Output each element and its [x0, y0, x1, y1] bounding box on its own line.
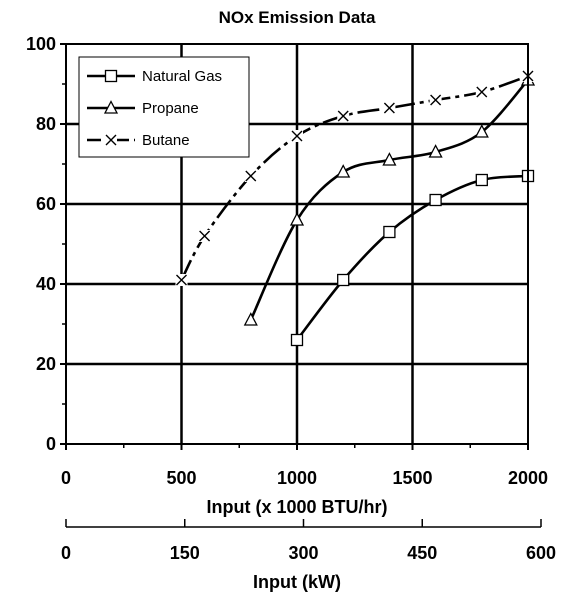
marker-cross — [176, 274, 187, 286]
secondary-tick-label: 600 — [526, 543, 556, 563]
data-point — [336, 164, 351, 178]
marker-cross — [199, 230, 211, 242]
secondary-tick-label: 0 — [61, 543, 71, 563]
data-point — [428, 144, 443, 158]
data-point — [243, 312, 258, 326]
marker-cross — [291, 130, 303, 142]
data-point — [429, 94, 442, 106]
data-point — [475, 86, 488, 98]
x-tick-label: 0 — [61, 468, 71, 488]
secondary-x-axis-label: Input (kW) — [253, 572, 341, 592]
y-tick-label: 60 — [36, 194, 56, 214]
data-point — [383, 225, 396, 239]
data-point — [291, 130, 303, 142]
chart-title: NOx Emission Data — [219, 8, 376, 27]
y-tick-label: 0 — [46, 434, 56, 454]
secondary-tick-label: 450 — [407, 543, 437, 563]
marker-cross — [245, 170, 257, 182]
data-point — [429, 193, 442, 207]
secondary-x-axis: 0 150 300 450 600 — [61, 519, 556, 563]
y-tick-label: 100 — [26, 34, 56, 54]
series-x — [175, 70, 534, 286]
y-tick-label: 40 — [36, 274, 56, 294]
data-point — [337, 110, 350, 122]
data-point — [290, 333, 304, 347]
marker-cross — [383, 102, 395, 114]
data-point — [289, 212, 305, 226]
x-tick-label: 500 — [166, 468, 196, 488]
data-point — [198, 230, 211, 242]
x-tick-label: 1500 — [392, 468, 432, 488]
marker-cross — [430, 94, 442, 106]
legend-marker — [104, 69, 118, 83]
legend-label: Natural Gas — [142, 68, 222, 85]
data-point — [337, 273, 350, 287]
x-tick-label: 1000 — [277, 468, 317, 488]
y-tick-label: 80 — [36, 114, 56, 134]
x-tick-label: 2000 — [508, 468, 548, 488]
marker-cross — [337, 110, 349, 122]
legend: Natural Gas Propane Butane — [78, 56, 250, 158]
series-triangle — [243, 72, 536, 326]
marker-cross — [476, 86, 488, 98]
data-point — [474, 124, 489, 138]
secondary-tick-label: 150 — [170, 543, 200, 563]
legend-label: Butane — [142, 132, 190, 149]
data-point — [382, 152, 397, 166]
x-axis-label: Input (x 1000 BTU/hr) — [206, 497, 387, 517]
data-point — [475, 173, 488, 187]
legend-label: Propane — [142, 100, 199, 117]
data-point — [383, 102, 396, 114]
secondary-tick-label: 300 — [288, 543, 318, 563]
marker-cross — [105, 134, 117, 146]
legend-marker — [103, 100, 119, 114]
legend-marker — [105, 134, 117, 146]
y-tick-label: 20 — [36, 354, 56, 374]
data-point — [175, 274, 188, 286]
data-point — [244, 170, 257, 182]
